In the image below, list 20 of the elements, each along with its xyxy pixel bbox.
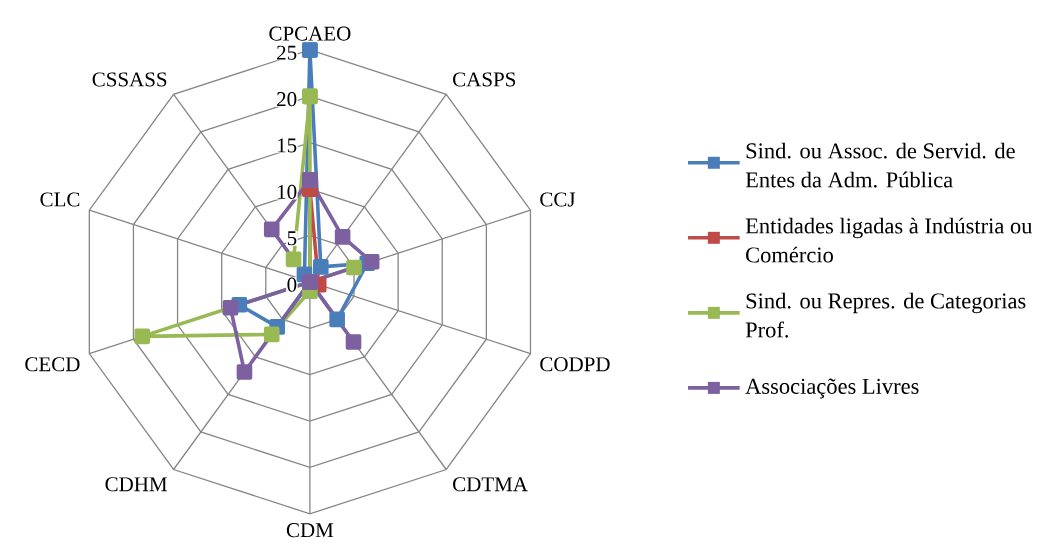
y-tick-label: 10 — [278, 184, 297, 200]
y-tick-label: 0 — [287, 277, 297, 292]
spoke-label: CPCAEO — [269, 26, 351, 41]
spoke-label: CCJ — [540, 192, 576, 207]
y-tick-label: 25 — [277, 45, 297, 60]
spoke-label: CLC — [40, 192, 80, 207]
spoke-label: CECD — [25, 357, 80, 372]
y-tick-label: 5 — [287, 231, 297, 246]
legend-label: Entidades ligadas à Indústria ou Comércio — [745, 217, 1033, 263]
legend-label: Sind. ou Assoc. de Servid. de Entes da Adm. Pública — [745, 142, 1015, 188]
spoke-label: CODPD — [540, 357, 610, 372]
y-tick-label: 20 — [277, 92, 297, 107]
spoke-label: CDTMA — [453, 477, 528, 492]
spoke-label: CASPS — [453, 72, 516, 87]
spoke-label: CSSASS — [92, 72, 167, 87]
legend-label: Sind. ou Repres. de Categorias Prof. — [745, 292, 1026, 338]
legend-label: Associações Livres — [745, 378, 919, 399]
y-tick-label: 15 — [278, 138, 297, 153]
spoke-label: CDHM — [105, 477, 167, 492]
spoke-label: CDM — [286, 523, 334, 538]
